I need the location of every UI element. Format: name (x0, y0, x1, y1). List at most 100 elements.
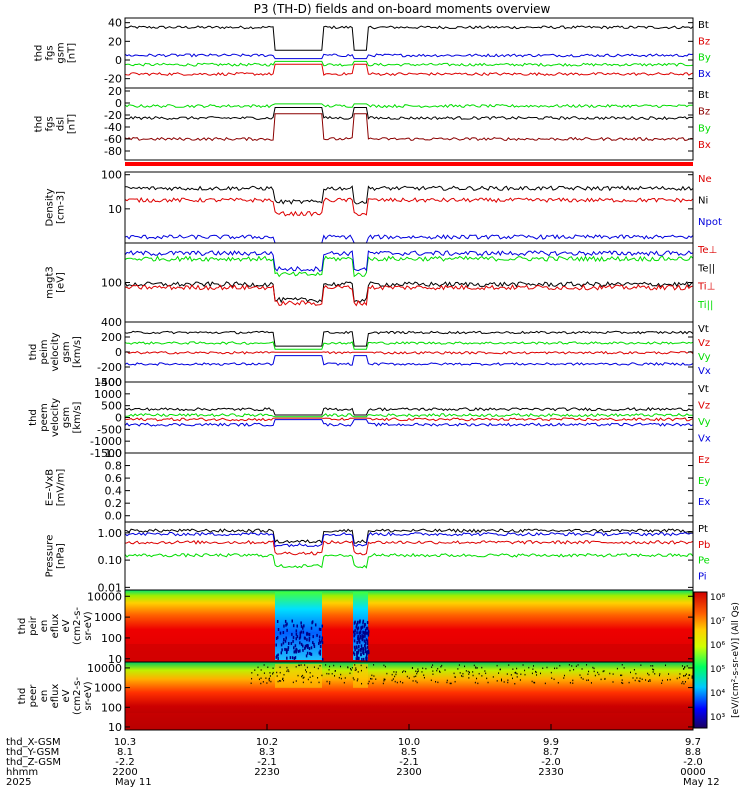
spectrogram-noise (477, 682, 479, 685)
spectrogram-noise (366, 621, 369, 625)
spectrogram-noise (362, 635, 365, 639)
spectrogram-noise (305, 654, 308, 658)
y-tick-label: 0.8 (105, 460, 123, 473)
spectrogram-noise (251, 672, 253, 674)
spectrogram-noise (286, 670, 288, 673)
y-axis-label-line: [nPa] (56, 543, 67, 569)
spectrogram-noise (307, 644, 309, 648)
x-tick-ygsm: 8.7 (543, 747, 559, 758)
spectrogram-noise (439, 671, 441, 673)
spectrogram-noise (437, 681, 439, 684)
spectrogram-noise (294, 649, 297, 653)
spectrogram-noise (363, 624, 366, 628)
spectrogram-noise (257, 666, 259, 669)
y-axis-label-line: en (39, 620, 50, 633)
spectrogram-noise (430, 679, 432, 682)
legend-entry-Pt: Pt (698, 524, 708, 535)
y-axis-label-line: gsm (61, 341, 72, 362)
y-tick-label: 500 (101, 400, 122, 413)
spectrogram-noise (687, 677, 689, 680)
spectrogram-noise (356, 631, 358, 635)
spectrogram-noise (343, 681, 345, 684)
x-tick-xgsm: 9.7 (685, 737, 701, 748)
spectrogram-noise (293, 650, 295, 654)
spectrogram-noise (251, 677, 253, 680)
spectrogram-noise (331, 672, 333, 675)
spectrogram-noise (575, 665, 577, 668)
spectrogram-noise (357, 634, 359, 638)
spectrogram-noise (325, 664, 327, 666)
legend-entry-Pe: Pe (698, 556, 710, 567)
spectrogram-noise (436, 669, 438, 672)
spectrogram-noise (437, 667, 439, 670)
y-axis-label-line: [km/s] (72, 336, 83, 368)
spectrogram-noise (638, 680, 640, 682)
spectrogram-noise (532, 668, 534, 670)
spectrogram-noise (394, 680, 396, 683)
legend-entry-Vt: Vt (698, 384, 709, 395)
spectrogram-noise (284, 619, 287, 623)
spectrogram-noise (604, 677, 606, 680)
spectrogram-noise (514, 682, 516, 685)
spectrogram-noise (362, 647, 365, 651)
spectrogram-noise (496, 664, 498, 667)
x-tick-label: 2330 (538, 767, 563, 778)
legend-entry-Ti⊥: Ti⊥ (697, 282, 715, 293)
spectrogram-noise (550, 671, 552, 674)
spectrogram-noise (612, 681, 614, 683)
spectrogram-noise (416, 672, 418, 675)
spectrogram-noise (531, 680, 533, 683)
spectrogram-noise (308, 647, 311, 651)
spectrogram-noise (291, 656, 294, 660)
spectrogram-noise (516, 673, 518, 675)
x-tick-label: 0000 (680, 767, 705, 778)
spectrogram-noise (308, 638, 311, 642)
colorbar-tick-label: 10³ (710, 713, 725, 723)
spectrogram-noise (328, 668, 330, 671)
legend-entry-Vz: Vz (698, 401, 710, 412)
y-tick-label: -40 (104, 121, 122, 134)
spectrogram-noise (684, 666, 686, 669)
y-axis-label-line: eflux (50, 684, 61, 709)
spectrogram-noise (277, 653, 279, 657)
spectrogram-noise (272, 667, 274, 669)
spectrogram-noise (364, 641, 367, 645)
spectrogram-noise (352, 677, 354, 679)
spectrogram-noise (621, 664, 623, 666)
spectrogram-noise (446, 681, 448, 684)
spectrogram-noise (440, 666, 442, 668)
spectrogram-noise (354, 620, 356, 624)
spectrogram-noise (681, 665, 683, 667)
spectrogram-noise (415, 680, 417, 682)
spectrogram-noise (306, 631, 308, 635)
x-row-label: 2025 (6, 777, 31, 788)
y-tick-label: 0.2 (105, 497, 123, 510)
x-tick-zgsm: -2.0 (541, 757, 561, 768)
spectrogram-noise (412, 680, 414, 682)
spectrogram-noise (364, 646, 367, 650)
spectrogram-noise (383, 680, 385, 682)
spectrogram-noise (287, 647, 289, 651)
spectrogram-noise (373, 664, 375, 666)
spectrogram-noise (357, 678, 359, 680)
spectrogram-noise (359, 634, 361, 638)
y-tick-label: 0.10 (98, 554, 123, 567)
spectrogram-noise (485, 672, 487, 675)
spectrogram-noise (668, 673, 670, 675)
legend-entry-Bz: Bz (698, 107, 710, 118)
series-Vx-line (124, 355, 694, 366)
spectrogram-noise (667, 679, 669, 681)
spectrogram-noise (355, 668, 357, 671)
spectrogram-noise (278, 680, 280, 682)
spectrogram-noise (268, 677, 270, 680)
panel-fgs_dsl: 200-20-40-60-80 thd fgs dsl [nT] Bt Bz By Bx (34, 85, 711, 161)
spectrogram-noise (296, 624, 298, 628)
x-tick-xgsm: 10.2 (256, 737, 278, 748)
spectrogram-noise (408, 677, 410, 679)
spectrogram-noise (262, 681, 264, 683)
spectrogram-noise (250, 682, 252, 685)
spectrogram-noise (590, 682, 592, 684)
spectrogram-noise (384, 678, 386, 681)
spectrogram-noise (268, 679, 270, 682)
spectrogram-noise (556, 667, 558, 669)
